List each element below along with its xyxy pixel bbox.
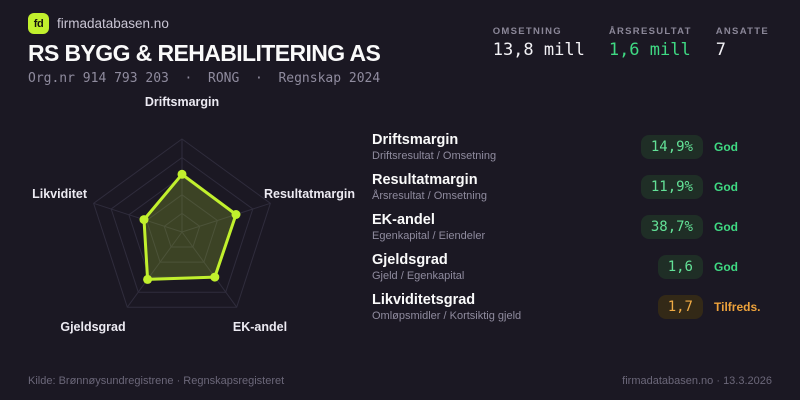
radar-chart: Driftsmargin Resultatmargin EK-andel Gjelds… bbox=[0, 88, 364, 350]
metric-text: Gjeldsgrad Gjeld / Egenkapital bbox=[372, 252, 464, 282]
radar-grid-spoke bbox=[181, 231, 238, 308]
metric-rating: God bbox=[714, 219, 738, 234]
metric-value-pill: 1,6 bbox=[657, 254, 703, 279]
radar-grid-spoke bbox=[93, 202, 183, 233]
metric-text: Likviditetsgrad Omløpsmidler / Kortsikti… bbox=[372, 292, 521, 322]
metric-value-group: 1,6 God bbox=[657, 254, 776, 279]
radar-data-point bbox=[210, 272, 220, 282]
metric-formula: Driftsresultat / Omsetning bbox=[372, 149, 497, 162]
metric-rating: God bbox=[714, 259, 738, 274]
metric-row-gjeldsgrad: Gjeldsgrad Gjeld / Egenkapital 1,6 God bbox=[372, 250, 776, 283]
metric-rating: God bbox=[714, 179, 738, 194]
radar-grid-spoke bbox=[181, 202, 271, 233]
footer-source: Kilde: Brønnøysundregistrene · Regnskaps… bbox=[28, 375, 285, 387]
radar-data-point bbox=[139, 215, 149, 225]
metric-rating: Tilfreds. bbox=[714, 299, 761, 314]
firmadatabasen-logo-icon: fd bbox=[28, 13, 49, 34]
metric-row-likviditetsgrad: Likviditetsgrad Omløpsmidler / Kortsikti… bbox=[372, 290, 776, 323]
stat-label: ANSATTE bbox=[715, 26, 769, 37]
metrics-list: Driftsmargin Driftsresultat / Omsetning … bbox=[364, 88, 800, 350]
metric-formula: Gjeld / Egenkapital bbox=[372, 269, 465, 282]
radar-data-point bbox=[231, 210, 241, 219]
radar-grid-ring bbox=[146, 194, 218, 263]
brand-name: firmadatabasen.no bbox=[57, 16, 169, 31]
header: fd firmadatabasen.no RS BYGG & REHABILIT… bbox=[0, 0, 800, 88]
metric-row-driftsmargin: Driftsmargin Driftsresultat / Omsetning … bbox=[372, 130, 776, 163]
metric-title: Driftsmargin bbox=[372, 131, 459, 148]
metric-title: Likviditetsgrad bbox=[372, 291, 476, 308]
metric-text: Resultatmargin Årsresultat / Omsetning bbox=[372, 172, 487, 202]
metric-title: Resultatmargin bbox=[372, 171, 478, 188]
logo-text: fd bbox=[33, 17, 44, 30]
metric-value-group: 14,9% God bbox=[640, 134, 776, 159]
stat-value: 7 bbox=[715, 40, 726, 60]
metric-title: Gjeldsgrad bbox=[372, 251, 448, 268]
metric-formula: Årsresultat / Omsetning bbox=[372, 189, 487, 202]
radar-data-polygon bbox=[142, 172, 238, 281]
metric-value-pill: 38,7% bbox=[640, 214, 703, 239]
metric-text: EK-andel Egenkapital / Eiendeler bbox=[372, 212, 485, 242]
stat-label: ÅRSRESULTAT bbox=[608, 26, 692, 37]
footer: Kilde: Brønnøysundregistrene · Regnskaps… bbox=[0, 375, 800, 400]
metric-formula: Egenkapital / Eiendeler bbox=[372, 229, 486, 242]
stat-arsresultat: ÅRSRESULTAT 1,6 mill bbox=[609, 26, 692, 60]
org-info-line: Org.nr 914 793 203 · RONG · Regnskap 202… bbox=[28, 71, 381, 86]
radar-grid-ring bbox=[163, 212, 201, 248]
metric-value-group: 1,7 Tilfreds. bbox=[657, 294, 776, 319]
metric-value-group: 11,9% God bbox=[640, 174, 776, 199]
metric-value-group: 38,7% God bbox=[640, 214, 776, 239]
metric-row-ek-andel: EK-andel Egenkapital / Eiendeler 38,7% G… bbox=[372, 210, 776, 243]
radar-axis-label: Likviditet bbox=[32, 187, 88, 201]
metric-row-resultatmargin: Resultatmargin Årsresultat / Omsetning 1… bbox=[372, 170, 776, 203]
metric-rating: God bbox=[714, 139, 738, 154]
metric-text: Driftsmargin Driftsresultat / Omsetning bbox=[372, 132, 496, 162]
metric-value-pill: 1,7 bbox=[657, 294, 703, 319]
stat-label: OMSETNING bbox=[492, 26, 562, 37]
radar-axis-label: Resultatmargin bbox=[264, 187, 355, 201]
metric-title: EK-andel bbox=[372, 211, 435, 228]
metric-value-pill: 14,9% bbox=[640, 134, 703, 159]
radar-data-point bbox=[143, 274, 153, 284]
stat-omsetning: OMSETNING 13,8 mill bbox=[493, 26, 585, 60]
brand-row: fd firmadatabasen.no bbox=[28, 13, 772, 34]
radar-grid-ring bbox=[110, 156, 254, 293]
radar-chart-svg: Driftsmargin Resultatmargin EK-andel Gjelds… bbox=[32, 95, 355, 334]
main-content: Driftsmargin Resultatmargin EK-andel Gjelds… bbox=[0, 88, 800, 350]
radar-axis-label: EK-andel bbox=[233, 320, 287, 334]
company-name: RS BYGG & REHABILITERING AS bbox=[28, 40, 381, 66]
radar-grid-ring bbox=[93, 138, 271, 308]
key-stats: OMSETNING 13,8 mill ÅRSRESULTAT 1,6 mill… bbox=[493, 26, 769, 60]
stat-ansatte: ANSATTE 7 bbox=[716, 26, 769, 60]
footer-brand-date: firmadatabasen.no · 13.3.2026 bbox=[622, 375, 772, 387]
radar-axis-label: Driftsmargin bbox=[145, 95, 219, 109]
metric-value-pill: 11,9% bbox=[640, 174, 703, 199]
stat-value: 13,8 mill bbox=[492, 40, 585, 60]
radar-data-point bbox=[177, 169, 187, 179]
metric-formula: Omløpsmidler / Kortsiktig gjeld bbox=[372, 309, 522, 322]
radar-axis-label: Gjeldsgrad bbox=[60, 320, 125, 334]
stat-value: 1,6 mill bbox=[608, 40, 691, 60]
radar-grid-spoke bbox=[126, 231, 183, 308]
